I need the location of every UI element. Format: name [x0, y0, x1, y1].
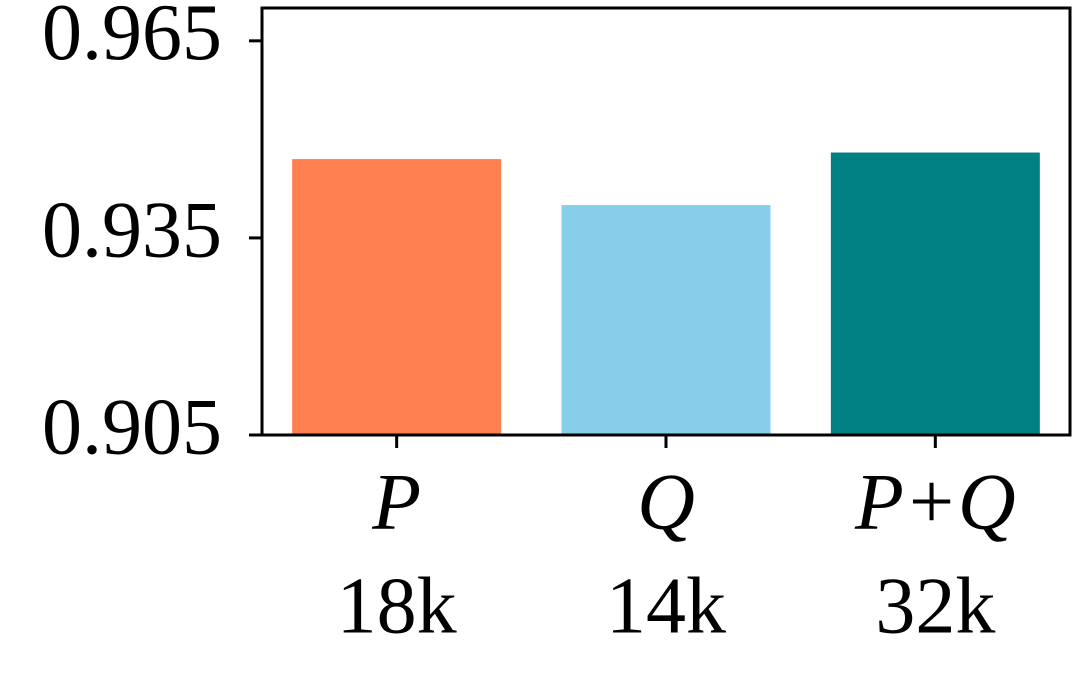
- x-tick-label: P+Q: [854, 458, 1016, 546]
- x-tick-note: 14k: [606, 562, 726, 650]
- y-tick-label: 0.935: [42, 186, 222, 274]
- plot-frame: [260, 6, 1072, 437]
- x-tick-label: Q: [637, 458, 695, 546]
- x-tick-label: P: [371, 458, 421, 546]
- x-tick-note: 32k: [875, 562, 995, 650]
- x-tick-note: 18k: [337, 562, 457, 650]
- bar: [830, 152, 1040, 435]
- y-tick-label: 0.905: [42, 383, 222, 471]
- y-tick-label: 0.965: [42, 0, 222, 77]
- bar: [561, 205, 771, 435]
- bar: [292, 159, 502, 436]
